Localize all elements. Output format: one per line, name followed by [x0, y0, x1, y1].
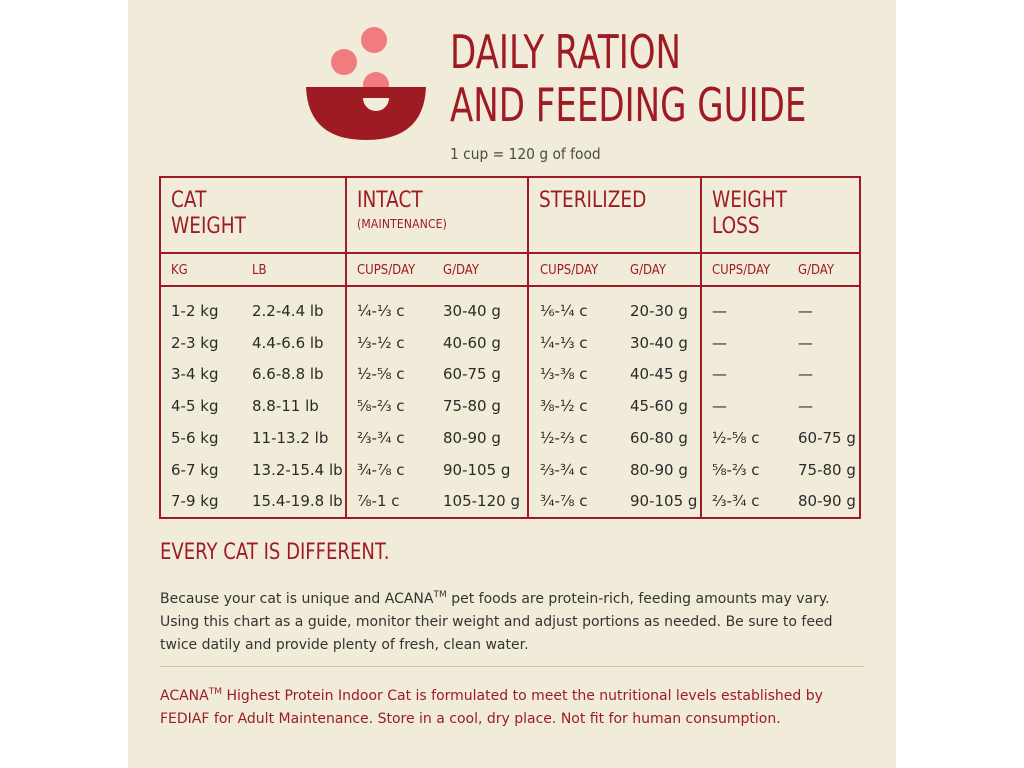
table-cell: ⅓-½ c [357, 333, 405, 352]
trademark-mark: TM [433, 590, 447, 600]
group-header: WEIGHT LOSS [712, 188, 787, 240]
table-cell: ¾-⅞ c [357, 460, 405, 479]
table-cell: ¼-⅓ c [357, 302, 405, 320]
column-divider [527, 178, 529, 517]
table-cell: — [798, 302, 813, 320]
table-cell: 6-7 kg [171, 460, 219, 479]
table-cell: 5-6 kg [171, 428, 219, 447]
unit-header: CUPS/DAY [712, 263, 771, 278]
table-cell: ⅙-¼ c [540, 302, 588, 320]
table-cell: ⅝-⅔ c [357, 397, 405, 416]
group-header-line2: WEIGHT [171, 214, 246, 239]
section-title: EVERY CAT IS DIFFERENT. [160, 540, 390, 565]
table-cell: 3-4 kg [171, 365, 219, 384]
table-cell: 15.4-19.8 lb [252, 492, 343, 511]
table-cell: ⅜-½ c [540, 397, 588, 416]
table-cell: ½-⅝ c [712, 428, 760, 447]
page-title: DAILY RATION AND FEEDING GUIDE [450, 26, 806, 132]
table-cell: — [798, 365, 813, 384]
feeding-table: CAT WEIGHT INTACT (MAINTENANCE) STERILIZED WE… [159, 176, 861, 519]
group-header-line1: INTACT [357, 188, 423, 213]
table-cell: ¼-⅓ c [540, 333, 588, 352]
trademark-mark: TM [208, 687, 222, 697]
divider [160, 666, 864, 667]
table-cell: ¾-⅞ c [540, 492, 588, 511]
table-cell: ⅔-¾ c [712, 492, 760, 511]
table-cell: — [712, 397, 727, 416]
unit-header: G/DAY [443, 263, 480, 278]
table-cell: 30-40 g [630, 333, 688, 352]
table-cell: — [798, 333, 813, 352]
unit-header: G/DAY [798, 263, 835, 278]
table-cell: — [798, 397, 813, 416]
table-cell: ⅔-¾ c [357, 428, 405, 447]
table-cell: 4-5 kg [171, 397, 219, 416]
row-divider [161, 285, 859, 287]
table-cell: ⅓-⅜ c [540, 365, 588, 384]
table-cell: 60-75 g [798, 428, 856, 447]
table-cell: 8.8-11 lb [252, 397, 319, 416]
table-cell: 2.2-4.4 lb [252, 302, 324, 320]
table-cell: ⅝-⅔ c [712, 460, 760, 479]
table-cell: 60-75 g [443, 365, 501, 384]
table-cell: 80-90 g [798, 492, 856, 511]
table-cell: ⅞-1 c [357, 492, 400, 511]
table-cell: 7-9 kg [171, 492, 219, 511]
table-cell: 40-60 g [443, 333, 501, 352]
table-cell: 11-13.2 lb [252, 428, 329, 447]
feeding-guide-panel: DAILY RATION AND FEEDING GUIDE 1 cup = 1… [128, 0, 896, 768]
table-cell: 45-60 g [630, 397, 688, 416]
table-cell: 75-80 g [443, 397, 501, 416]
table-cell: ½-⅔ c [540, 428, 588, 447]
group-header-line1: STERILIZED [539, 188, 647, 213]
table-cell: 13.2-15.4 lb [252, 460, 343, 479]
group-header: INTACT [357, 188, 423, 214]
table-cell: 60-80 g [630, 428, 688, 447]
table-cell: 75-80 g [798, 460, 856, 479]
group-header-note: (MAINTENANCE) [357, 217, 448, 231]
unit-header: CUPS/DAY [357, 263, 416, 278]
product-footnote: ACANATM Highest Protein Indoor Cat is fo… [160, 681, 870, 731]
unit-header: CUPS/DAY [540, 263, 599, 278]
group-header-line1: WEIGHT [712, 188, 787, 213]
column-divider [345, 178, 347, 517]
table-cell: 80-90 g [443, 428, 501, 447]
title-line-1: DAILY RATION [450, 25, 682, 79]
table-cell: — [712, 365, 727, 384]
row-divider [161, 252, 859, 254]
table-cell: 90-105 g [443, 460, 511, 479]
group-header: CAT WEIGHT [171, 188, 246, 240]
table-cell: 4.4-6.6 lb [252, 333, 324, 352]
table-cell: 20-30 g [630, 302, 688, 320]
cup-conversion-note: 1 cup = 120 g of food [450, 145, 601, 163]
footnote-part2: Highest Protein Indoor Cat is formulated… [160, 688, 823, 727]
title-line-2: AND FEEDING GUIDE [450, 78, 807, 132]
table-cell: 90-105 g [630, 492, 698, 511]
unit-header: KG [171, 263, 188, 278]
table-cell: — [712, 333, 727, 352]
column-divider [700, 178, 702, 517]
unit-header: LB [252, 263, 267, 278]
group-header-line1: CAT [171, 188, 207, 213]
feeding-advice-text: Because your cat is unique and ACANATM p… [160, 584, 870, 657]
group-header: STERILIZED [539, 188, 646, 214]
table-cell: 6.6-8.8 lb [252, 365, 324, 384]
table-cell: 80-90 g [630, 460, 688, 479]
table-cell: — [712, 302, 727, 320]
table-cell: ⅔-¾ c [540, 460, 588, 479]
unit-header: G/DAY [630, 263, 667, 278]
advice-text-part2: pet foods are protein-rich, feeding amou… [160, 591, 833, 653]
table-cell: 1-2 kg [171, 302, 219, 320]
table-cell: 2-3 kg [171, 333, 219, 352]
advice-text-part1: Because your cat is unique and ACANA [160, 591, 434, 607]
table-cell: ½-⅝ c [357, 365, 405, 384]
table-cell: 105-120 g [443, 492, 520, 511]
table-cell: 30-40 g [443, 302, 501, 320]
footnote-part1: ACANA [160, 688, 209, 704]
group-header-line2: LOSS [712, 214, 760, 239]
table-cell: 40-45 g [630, 365, 688, 384]
food-bowl-icon [306, 27, 426, 140]
